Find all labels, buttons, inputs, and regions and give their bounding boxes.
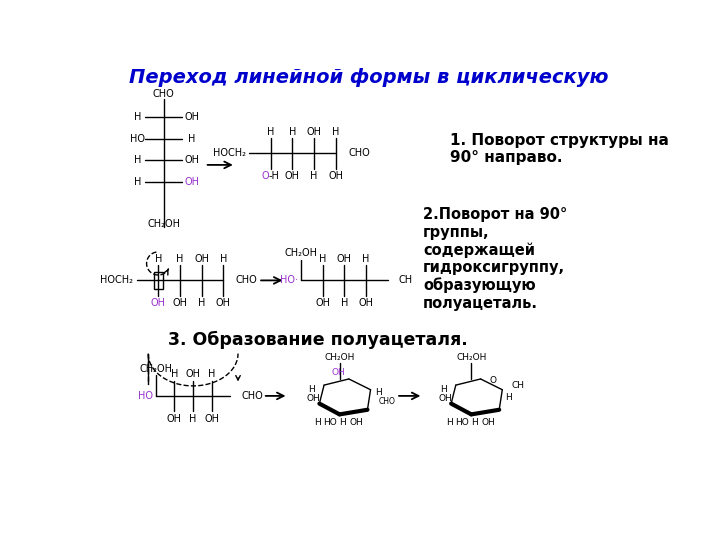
Text: CH: CH [512,381,525,390]
Text: H: H [208,369,215,379]
Text: O: O [261,171,269,181]
Text: 2.Поворот на 90°
группы,
содержащей
гидроксигруппу,
образующую
полуацеталь.: 2.Поворот на 90° группы, содержащей гидр… [423,207,567,310]
Text: OH: OH [285,171,300,181]
Text: HO: HO [323,418,337,427]
Text: CH₂OH: CH₂OH [284,248,318,259]
Text: OH: OH [482,418,495,427]
Text: HO·: HO· [279,275,297,286]
Text: H: H [339,418,346,427]
Text: OH: OH [328,171,343,181]
Text: H: H [171,369,178,379]
Text: OH: OH [184,156,199,165]
Text: 1. Поворот структуры на
90° направо.: 1. Поворот структуры на 90° направо. [451,132,670,165]
Text: H: H [134,112,141,122]
Text: CHO: CHO [153,89,174,99]
Text: H: H [155,254,162,264]
Text: OH: OH [307,127,321,137]
Text: HO: HO [130,134,145,144]
Text: H: H [446,418,453,427]
Text: OH: OH [315,299,330,308]
Text: H: H [341,299,348,308]
Text: H: H [220,254,227,264]
Text: HOCH₂: HOCH₂ [100,275,133,286]
Text: HO: HO [138,391,153,401]
Text: OH: OH [194,254,209,264]
Text: OH: OH [331,368,345,377]
Text: H: H [315,418,321,427]
Text: H: H [319,254,326,264]
Text: OH: OH [186,369,201,379]
Text: OH: OH [306,394,320,403]
Text: OH: OH [359,299,374,308]
Text: OH: OH [438,394,452,403]
Text: OH: OH [204,414,219,424]
Text: HOCH₂: HOCH₂ [213,148,246,158]
Text: CH₂OH: CH₂OH [140,364,172,374]
Text: CH₂OH: CH₂OH [325,353,355,362]
Text: OH: OH [172,299,187,308]
Text: Переход линейной формы в циклическую: Переход линейной формы в циклическую [130,68,608,86]
Text: OH: OH [184,177,199,187]
Text: OH: OH [337,254,351,264]
Text: H: H [188,134,195,144]
Text: OH: OH [216,299,231,308]
Text: CHO: CHO [241,391,263,401]
Text: CHO: CHO [348,148,370,158]
Text: CH: CH [398,275,413,286]
Text: CH₂OH: CH₂OH [147,219,180,229]
Text: H: H [310,171,318,181]
Text: H: H [134,177,141,187]
Text: H: H [332,127,339,137]
Text: H: H [375,388,382,397]
Text: H: H [471,418,478,427]
Text: CHO: CHO [378,397,395,406]
Text: OH: OH [167,414,182,424]
Text: 3. Образование полуацеталя.: 3. Образование полуацеталя. [168,330,467,349]
Text: H: H [189,414,197,424]
Text: CHO: CHO [235,275,258,286]
Text: O: O [490,376,497,385]
Text: H: H [440,385,447,394]
Text: H: H [308,385,315,394]
Text: OH: OH [350,418,364,427]
Text: H: H [198,299,205,308]
Text: H: H [362,254,369,264]
Text: HO: HO [455,418,469,427]
Text: -H: -H [269,171,280,181]
Text: H: H [505,393,512,402]
Text: H: H [176,254,184,264]
Text: OH: OH [150,299,166,308]
Text: H: H [289,127,296,137]
Text: OH: OH [184,112,199,122]
Text: CH₂OH: CH₂OH [456,353,487,362]
Text: H: H [267,127,274,137]
Text: H: H [134,156,141,165]
